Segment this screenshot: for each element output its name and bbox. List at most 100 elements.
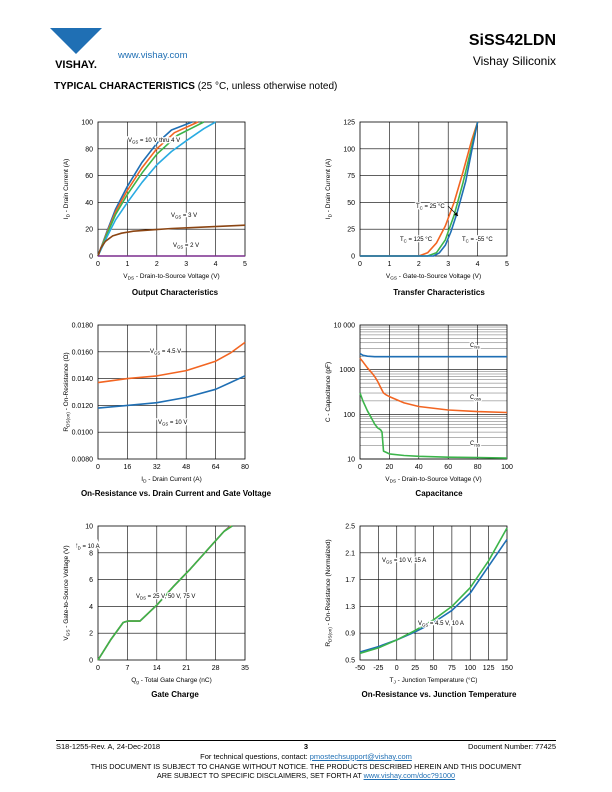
x-tick-label: -25 <box>373 665 383 672</box>
annotation-label: VGS = 3 V <box>171 213 197 220</box>
x-tick-label: 16 <box>124 464 132 471</box>
chart-caption-gate-charge: Gate Charge <box>151 690 199 699</box>
x-tick-label: 1 <box>387 261 391 268</box>
vishay-logo-wordmark: VISHAY. <box>55 59 97 71</box>
y-tick-label: 1000 <box>339 367 355 374</box>
x-tick-label: 48 <box>182 464 190 471</box>
y-tick-label: 10 <box>347 457 355 464</box>
x-tick-label: 80 <box>474 464 482 471</box>
vishay-logo: VISHAY. <box>50 28 102 71</box>
y-axis-label: VGS - Gate-to-Source Voltage (V) <box>63 545 71 640</box>
tech-support-email-link[interactable]: pmostechsupport@vishay.com <box>309 752 412 761</box>
y-tick-label: 50 <box>347 200 355 207</box>
y-tick-label: 2.5 <box>345 524 355 531</box>
y-tick-label: 6 <box>89 577 93 584</box>
annotation-label: TC = 25 °C <box>416 204 445 211</box>
y-tick-label: 2.1 <box>345 550 355 557</box>
x-tick-label: 3 <box>446 261 450 268</box>
annotation-label: VGS = 10 V <box>158 420 187 427</box>
vishay-logo-triangle <box>50 28 102 54</box>
y-tick-label: 4 <box>89 604 93 611</box>
chart-caption-output: Output Characteristics <box>131 288 219 297</box>
x-tick-label: 28 <box>212 665 220 672</box>
annotation-label: TC = -55 °C <box>462 237 493 244</box>
y-axis-label: ID - Drain Current (A) <box>63 159 71 219</box>
plot-area <box>97 324 246 460</box>
footer-disclaimer-line2: ARE SUBJECT TO SPECIFIC DISCLAIMERS, SET… <box>56 771 556 780</box>
annotation-label: Coss <box>470 395 481 402</box>
x-axis-label: ID - Drain Current (A) <box>141 476 201 484</box>
footer-disclaimer-prefix: ARE SUBJECT TO SPECIFIC DISCLAIMERS, SET… <box>156 771 364 780</box>
plot-area <box>359 525 508 661</box>
chart-caption-capacitance: Capacitance <box>415 489 463 498</box>
y-tick-label: 0.0140 <box>72 376 94 383</box>
footer-revision: S18-1255-Rev. A, 24-Dec-2018 <box>56 742 161 751</box>
x-tick-label: 64 <box>212 464 220 471</box>
vishay-url-link[interactable]: www.vishay.com <box>118 50 188 61</box>
plot-area <box>359 121 508 257</box>
x-tick-label: 5 <box>505 261 509 268</box>
x-tick-label: 0 <box>96 464 100 471</box>
y-tick-label: 10 000 <box>334 323 356 330</box>
y-tick-label: 0 <box>89 254 93 261</box>
series-line-3 <box>97 121 216 257</box>
section-title: TYPICAL CHARACTERISTICS (25 °C, unless o… <box>54 81 337 92</box>
y-tick-label: 125 <box>343 120 355 127</box>
x-tick-label: 7 <box>125 665 129 672</box>
y-tick-label: 0.0100 <box>72 430 94 437</box>
annotation-label: Ciss <box>470 343 480 350</box>
annotation-label: ID = 10 A <box>76 544 100 551</box>
annotation-label: VDS = 25 V, 50 V, 75 V <box>136 594 195 601</box>
y-tick-label: 40 <box>85 200 93 207</box>
chart-caption-transfer: Transfer Characteristics <box>393 288 485 297</box>
x-axis-label: VGS - Gate-to-Source Voltage (V) <box>386 273 481 281</box>
annotation-label: TC = 125 °C <box>400 237 433 244</box>
y-tick-label: 2 <box>89 631 93 638</box>
series-line-0 <box>97 341 246 384</box>
series-line-4 <box>97 224 246 257</box>
x-tick-label: 14 <box>153 665 161 672</box>
output-characteristics-chart: 0 1 2 3 4 5 0 20 40 60 80 100 VDS - Drain-to-Source … <box>63 120 247 281</box>
x-tick-label: 21 <box>182 665 190 672</box>
gate-charge-chart: 0 7 14 21 28 35 0 2 4 6 8 10 Qg - Total Gate Charge … <box>63 524 249 685</box>
y-tick-label: 0.0180 <box>72 323 94 330</box>
footer-disclaimer-line1: THIS DOCUMENT IS SUBJECT TO CHANGE WITHO… <box>90 762 522 771</box>
series-line-1 <box>359 527 508 655</box>
x-tick-label: 60 <box>444 464 452 471</box>
x-tick-label: 0 <box>395 665 399 672</box>
y-axis-label: C - Capacitance (pF) <box>325 362 332 422</box>
company-name: Vishay Siliconix <box>472 54 556 68</box>
x-tick-label: 20 <box>386 464 394 471</box>
plot-area <box>97 525 246 661</box>
x-tick-label: 150 <box>501 665 513 672</box>
series-line-2 <box>359 392 508 459</box>
y-tick-label: 0.0160 <box>72 349 94 356</box>
y-tick-label: 10 <box>85 524 93 531</box>
x-tick-label: 40 <box>415 464 423 471</box>
y-tick-label: 100 <box>343 412 355 419</box>
footer-tech-contact: For technical questions, contact: pmoste… <box>56 752 556 761</box>
series-line-1 <box>97 375 246 409</box>
x-tick-label: 0 <box>96 665 100 672</box>
y-tick-label: 0.5 <box>345 658 355 665</box>
y-tick-label: 1.7 <box>345 577 355 584</box>
plot-frame <box>97 324 246 460</box>
y-tick-label: 75 <box>347 173 355 180</box>
x-tick-label: 5 <box>243 261 247 268</box>
on-resistance-vs-temperature-chart: -50 -25 0 25 50 75 100 125 150 0.5 0.9 1.3 1.7 2.1 2.5… <box>325 524 513 685</box>
x-tick-label: 125 <box>483 665 495 672</box>
annotation-arrowhead <box>454 212 458 216</box>
y-tick-label: 100 <box>343 146 355 153</box>
x-tick-label: 100 <box>501 464 513 471</box>
annotation-label: VGS = 2 V <box>173 243 199 250</box>
y-tick-label: 100 <box>81 120 93 127</box>
x-axis-label: VDS - Drain-to-Source Voltage (V) <box>123 273 219 281</box>
disclaimer-url-link[interactable]: www.vishay.com/doc?91000 <box>363 771 456 780</box>
y-tick-label: 0.0080 <box>72 457 94 464</box>
y-tick-label: 0.9 <box>345 631 355 638</box>
x-tick-label: 4 <box>214 261 218 268</box>
part-number: SiSS42LDN <box>468 32 556 49</box>
y-tick-label: 0 <box>351 254 355 261</box>
on-resistance-vs-drain-current-chart: 0 16 32 48 64 80 0.0080 0.0100 0.0120 0.0140 0.016… <box>63 323 249 484</box>
